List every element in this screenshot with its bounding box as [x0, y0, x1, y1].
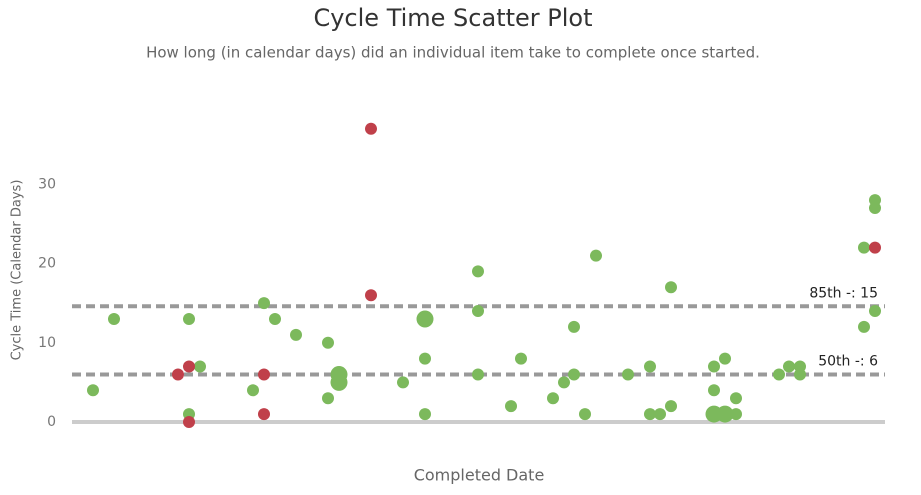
data-point	[869, 305, 881, 318]
data-point	[568, 320, 580, 333]
x-axis-label: Completed Date	[414, 466, 545, 485]
data-point	[708, 360, 720, 373]
data-point	[419, 352, 431, 365]
data-point	[505, 400, 517, 413]
data-point	[397, 376, 409, 389]
data-point	[708, 384, 720, 397]
data-point	[330, 373, 348, 391]
data-point	[472, 368, 484, 381]
reference-label: 85th -: 15	[809, 285, 878, 301]
data-point	[773, 368, 785, 381]
data-point	[258, 368, 270, 381]
reference-label: 50th -: 6	[818, 353, 878, 369]
data-point	[290, 328, 302, 341]
chart-title: Cycle Time Scatter Plot	[313, 4, 592, 32]
data-point	[258, 408, 270, 421]
data-point	[644, 360, 656, 373]
data-point	[108, 312, 120, 325]
data-point	[794, 368, 806, 381]
data-point	[665, 281, 677, 294]
data-point	[579, 408, 591, 421]
data-point	[716, 405, 734, 423]
data-point	[730, 408, 742, 421]
data-point	[419, 408, 431, 421]
data-point	[858, 241, 870, 254]
data-point	[183, 416, 195, 428]
y-tick-label: 30	[38, 176, 56, 192]
data-point	[269, 312, 281, 325]
y-axis-label: Cycle Time (Calendar Days)	[10, 180, 25, 361]
data-point	[869, 202, 881, 215]
data-point	[654, 408, 666, 421]
data-point	[590, 249, 602, 262]
data-point	[183, 312, 195, 325]
data-point	[247, 384, 259, 397]
data-point	[558, 376, 570, 389]
data-point	[858, 320, 870, 333]
data-point	[183, 360, 195, 373]
data-point	[365, 289, 377, 302]
data-point	[515, 352, 527, 365]
y-tick-label: 0	[47, 414, 56, 430]
data-point	[472, 265, 484, 278]
data-point	[622, 368, 634, 381]
data-point	[783, 360, 795, 373]
data-point	[472, 305, 484, 318]
data-point	[547, 392, 559, 405]
data-point	[258, 297, 270, 310]
chart-subtitle: How long (in calendar days) did an indiv…	[146, 44, 760, 62]
data-point	[869, 241, 881, 254]
data-point	[644, 408, 656, 421]
data-point	[365, 122, 377, 135]
data-point	[172, 368, 184, 381]
data-point	[568, 368, 580, 381]
data-point	[719, 352, 731, 365]
data-point	[322, 392, 334, 405]
data-point	[730, 392, 742, 405]
data-point	[416, 310, 434, 328]
y-tick-label: 20	[38, 256, 56, 272]
data-point	[322, 336, 334, 349]
y-tick-label: 10	[38, 335, 56, 351]
data-point	[87, 384, 99, 397]
data-point	[665, 400, 677, 413]
data-point	[194, 360, 206, 373]
